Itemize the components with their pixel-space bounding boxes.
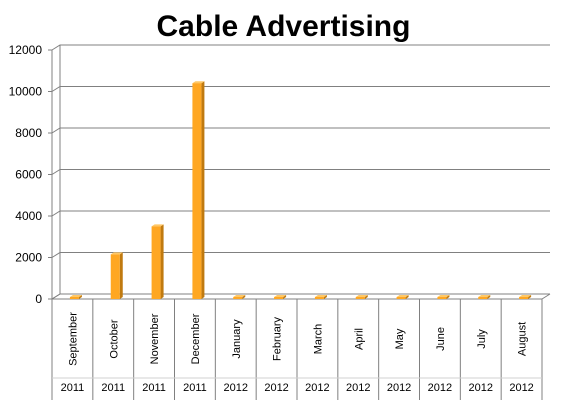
bar <box>437 297 447 299</box>
gridline <box>51 169 550 175</box>
bar-top <box>151 224 164 227</box>
bar-top <box>110 252 123 255</box>
x-tick-label: May <box>394 328 406 349</box>
x-year-label: 2012 <box>264 382 288 394</box>
bar-top <box>314 295 327 297</box>
bar-side <box>323 295 327 299</box>
x-tick-label: August <box>517 322 529 356</box>
bar <box>233 297 243 299</box>
x-tick-label: March <box>312 324 324 355</box>
x-year-label: 2011 <box>61 382 85 394</box>
gridline <box>51 252 550 258</box>
x-tick-label: October <box>108 319 120 358</box>
bar <box>110 254 120 299</box>
x-tick-label: April <box>353 328 365 350</box>
bar-side <box>201 81 205 299</box>
bar <box>69 297 79 299</box>
y-tick-label: 10000 <box>9 85 43 99</box>
floor-edge <box>541 293 551 300</box>
bar-side <box>242 295 246 299</box>
bar-side <box>119 252 123 299</box>
x-year-label: 2012 <box>509 382 533 394</box>
bar <box>151 226 161 299</box>
bar-side <box>446 295 450 299</box>
bar-side <box>405 295 409 299</box>
bar-top <box>478 295 491 297</box>
bar-top <box>192 81 205 84</box>
bar <box>192 83 202 299</box>
chart-title: Cable Advertising <box>156 10 411 43</box>
bar <box>274 297 284 299</box>
bar <box>519 297 529 299</box>
bar-top <box>519 295 532 297</box>
y-tick-label: 8000 <box>15 126 42 140</box>
bar-side <box>487 295 491 299</box>
bar-side <box>283 295 287 299</box>
x-year-label: 2012 <box>346 382 370 394</box>
bar-side <box>160 224 164 299</box>
bar-top <box>437 295 450 297</box>
bar <box>314 297 324 299</box>
x-year-label: 2012 <box>428 382 452 394</box>
x-year-label: 2011 <box>101 382 125 394</box>
x-tick-label: June <box>435 327 447 351</box>
bar-top <box>233 295 246 297</box>
gridline <box>51 86 550 92</box>
x-tick-label: February <box>272 316 284 361</box>
y-tick-label: 2000 <box>15 251 42 265</box>
x-tick-label: January <box>231 319 243 359</box>
y-tick-label: 4000 <box>15 209 42 223</box>
x-year-label: 2012 <box>469 382 493 394</box>
gridline <box>51 293 550 300</box>
bar-side <box>78 295 82 299</box>
x-year-label: 2011 <box>142 382 166 394</box>
x-year-label: 2012 <box>224 382 248 394</box>
x-year-label: 2012 <box>387 382 411 394</box>
gridline <box>51 44 550 51</box>
x-tick-label: July <box>476 329 488 349</box>
bar-top <box>396 295 409 297</box>
x-tick-label: December <box>190 313 202 364</box>
x-year-label: 2012 <box>305 382 329 394</box>
bar <box>355 297 365 299</box>
bar <box>478 297 488 299</box>
y-tick-label: 12000 <box>9 43 43 57</box>
bar-top <box>355 295 368 297</box>
bar-side <box>528 295 532 299</box>
y-tick-label: 6000 <box>15 168 42 182</box>
bar-top <box>274 295 287 297</box>
x-year-label: 2011 <box>183 382 207 394</box>
x-tick-label: September <box>67 312 79 366</box>
bar-top <box>69 295 82 297</box>
gridline <box>51 210 550 217</box>
y-tick-label: 0 <box>35 292 42 306</box>
x-tick-label: November <box>149 313 161 364</box>
gridline <box>51 127 550 134</box>
bar <box>396 297 406 299</box>
bar-side <box>364 295 368 299</box>
